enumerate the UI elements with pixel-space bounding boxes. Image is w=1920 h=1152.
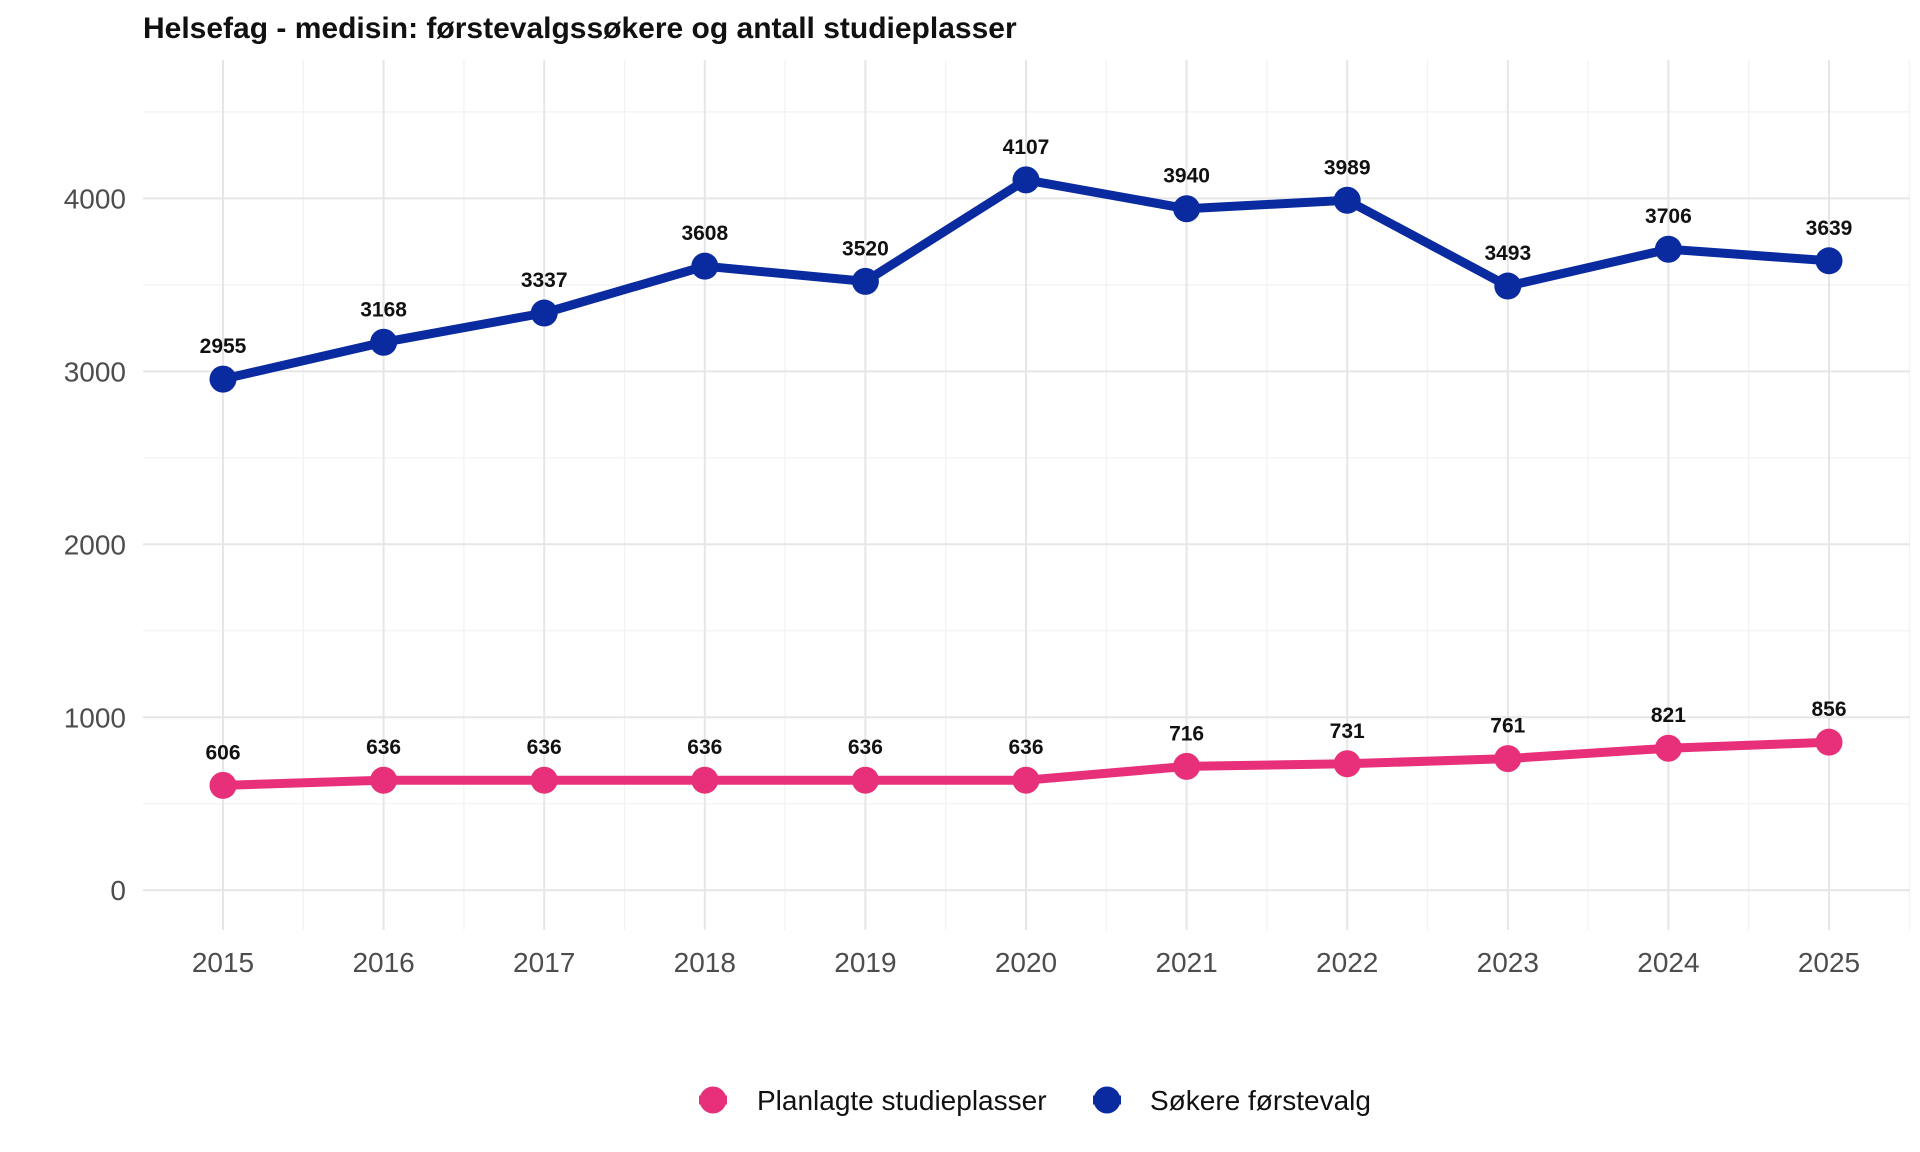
y-tick-label: 4000 bbox=[64, 183, 126, 214]
x-tick-label: 2016 bbox=[352, 947, 414, 978]
data-point-sokere-forstevalg bbox=[209, 365, 237, 393]
data-label-planlagte-studieplasser: 821 bbox=[1651, 704, 1686, 727]
data-point-planlagte-studieplasser bbox=[1494, 745, 1522, 773]
x-tick-label: 2015 bbox=[192, 947, 254, 978]
x-tick-label: 2022 bbox=[1316, 947, 1378, 978]
legend-item-sokere-forstevalg: Søkere førstevalg bbox=[1093, 1085, 1371, 1116]
data-label-planlagte-studieplasser: 636 bbox=[527, 736, 562, 759]
data-label-sokere-forstevalg: 3493 bbox=[1484, 242, 1531, 265]
x-tick-label: 2023 bbox=[1477, 947, 1539, 978]
legend-item-planlagte-studieplasser: Planlagte studieplasser bbox=[699, 1085, 1047, 1116]
legend-swatch-point bbox=[699, 1086, 727, 1114]
data-point-sokere-forstevalg bbox=[370, 328, 398, 356]
data-label-planlagte-studieplasser: 731 bbox=[1330, 720, 1365, 743]
x-tick-label: 2017 bbox=[513, 947, 575, 978]
legend: Planlagte studieplasser Søkere førstevalg bbox=[699, 1085, 1371, 1116]
data-point-sokere-forstevalg bbox=[691, 252, 719, 280]
data-point-planlagte-studieplasser bbox=[530, 766, 558, 794]
x-tick-label: 2025 bbox=[1798, 947, 1860, 978]
data-label-sokere-forstevalg: 3168 bbox=[360, 298, 407, 321]
y-tick-label: 2000 bbox=[64, 529, 126, 560]
data-label-planlagte-studieplasser: 636 bbox=[1008, 736, 1043, 759]
data-label-sokere-forstevalg: 3337 bbox=[521, 269, 568, 292]
data-point-sokere-forstevalg bbox=[530, 299, 558, 327]
data-point-sokere-forstevalg bbox=[1012, 166, 1040, 194]
data-point-sokere-forstevalg bbox=[1654, 235, 1682, 263]
data-labels: 606 636 636 636 636 636 716 731 761 821 856 2955 316… bbox=[200, 136, 1853, 765]
x-tick-label: 2021 bbox=[1155, 947, 1217, 978]
data-point-sokere-forstevalg bbox=[1815, 247, 1843, 275]
y-tick-label: 3000 bbox=[64, 356, 126, 387]
data-label-sokere-forstevalg: 4107 bbox=[1003, 136, 1050, 159]
data-point-sokere-forstevalg bbox=[1333, 186, 1361, 214]
data-point-planlagte-studieplasser bbox=[851, 766, 879, 794]
data-point-sokere-forstevalg bbox=[1173, 195, 1201, 223]
data-point-planlagte-studieplasser bbox=[1173, 752, 1201, 780]
data-point-planlagte-studieplasser bbox=[209, 771, 237, 799]
x-tick-label: 2018 bbox=[674, 947, 736, 978]
legend-label: Søkere førstevalg bbox=[1150, 1085, 1371, 1116]
data-label-sokere-forstevalg: 3706 bbox=[1645, 205, 1692, 228]
data-label-sokere-forstevalg: 3940 bbox=[1163, 165, 1210, 188]
x-tick-label: 2019 bbox=[834, 947, 896, 978]
data-point-planlagte-studieplasser bbox=[370, 766, 398, 794]
data-label-sokere-forstevalg: 3608 bbox=[681, 222, 728, 245]
data-label-sokere-forstevalg: 2955 bbox=[200, 335, 247, 358]
data-point-planlagte-studieplasser bbox=[691, 766, 719, 794]
data-point-planlagte-studieplasser bbox=[1815, 728, 1843, 756]
y-tick-label: 1000 bbox=[64, 702, 126, 733]
axes: 0 1000 2000 3000 4000 2015 2016 2017 2018 2019 202… bbox=[64, 183, 1860, 978]
legend-swatch-point bbox=[1093, 1086, 1121, 1114]
data-point-planlagte-studieplasser bbox=[1654, 734, 1682, 762]
data-label-planlagte-studieplasser: 856 bbox=[1811, 698, 1846, 721]
data-point-planlagte-studieplasser bbox=[1012, 766, 1040, 794]
chart-title: Helsefag - medisin: førstevalgssøkere og… bbox=[143, 12, 1017, 45]
legend-label: Planlagte studieplasser bbox=[757, 1085, 1047, 1116]
data-label-sokere-forstevalg: 3989 bbox=[1324, 156, 1371, 179]
x-tick-label: 2020 bbox=[995, 947, 1057, 978]
data-point-planlagte-studieplasser bbox=[1333, 750, 1361, 778]
data-label-planlagte-studieplasser: 761 bbox=[1490, 715, 1525, 738]
data-label-sokere-forstevalg: 3520 bbox=[842, 237, 889, 260]
data-point-sokere-forstevalg bbox=[851, 267, 879, 295]
data-label-planlagte-studieplasser: 606 bbox=[205, 741, 240, 764]
x-tick-label: 2024 bbox=[1637, 947, 1699, 978]
data-label-planlagte-studieplasser: 636 bbox=[687, 736, 722, 759]
y-tick-label: 0 bbox=[110, 875, 126, 906]
data-label-planlagte-studieplasser: 636 bbox=[366, 736, 401, 759]
data-label-planlagte-studieplasser: 716 bbox=[1169, 722, 1204, 745]
data-label-sokere-forstevalg: 3639 bbox=[1806, 217, 1853, 240]
series-layer bbox=[209, 166, 1843, 799]
data-point-sokere-forstevalg bbox=[1494, 272, 1522, 300]
data-label-planlagte-studieplasser: 636 bbox=[848, 736, 883, 759]
